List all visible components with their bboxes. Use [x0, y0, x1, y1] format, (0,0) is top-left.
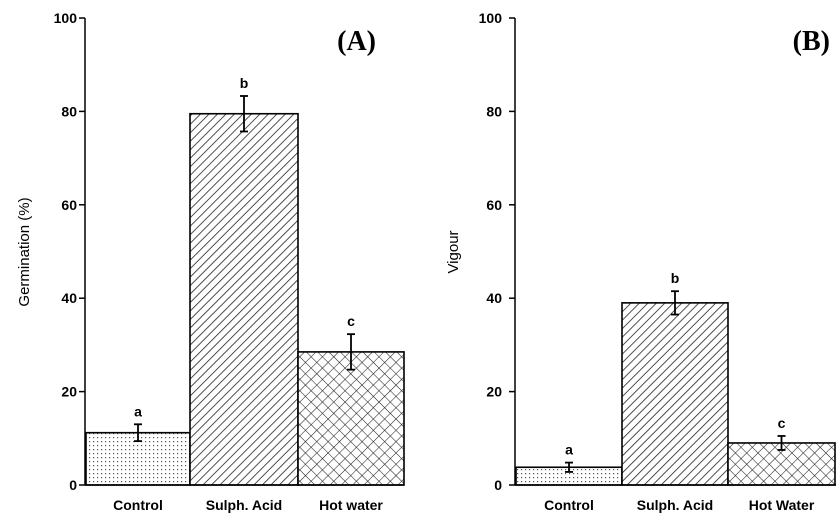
panel-b-y-axis-label: Vigour — [445, 230, 462, 273]
category-label: Sulph. Acid — [637, 497, 713, 513]
panel-a-label: (A) — [337, 26, 376, 57]
error-bar — [134, 423, 142, 443]
panel-a-bars — [85, 112, 405, 486]
panel-b-significance-letters: a b c — [565, 270, 786, 457]
panel-a-chart: (A) Germination (%) 0 20 40 60 80 100 a b c Con… — [16, 10, 405, 513]
panel-b-y-ticks: 0 20 40 60 80 100 — [479, 10, 515, 493]
y-tick-label: 20 — [486, 384, 502, 400]
panel-a-error-bars — [134, 95, 355, 443]
significance-letter: c — [778, 415, 786, 431]
error-bar — [777, 435, 786, 451]
y-tick-label: 60 — [486, 197, 502, 213]
y-tick-label: 40 — [61, 290, 77, 306]
significance-letter: b — [240, 75, 249, 91]
error-bar — [671, 290, 679, 316]
significance-letter: b — [671, 270, 680, 286]
panel-a-y-axis-label: Germination (%) — [16, 197, 33, 306]
significance-letter: a — [565, 442, 573, 458]
error-bar — [565, 461, 573, 473]
panel-a-significance-letters: a b c — [134, 75, 355, 419]
panel-b-category-labels: Control Sulph. Acid Hot Water — [544, 497, 815, 513]
panel-b-bars — [515, 302, 836, 486]
bar-sulph-acid — [621, 302, 729, 486]
bar-hot-water — [297, 351, 405, 486]
y-tick-label: 60 — [61, 197, 77, 213]
y-tick-label: 20 — [61, 384, 77, 400]
category-label: Control — [544, 497, 594, 513]
y-tick-label: 0 — [494, 477, 502, 493]
category-label: Hot Water — [749, 497, 815, 513]
panel-a-y-ticks: 0 20 40 60 80 100 — [54, 10, 85, 493]
y-tick-label: 100 — [54, 10, 78, 26]
y-tick-label: 100 — [479, 10, 503, 26]
error-bar — [347, 333, 355, 371]
category-label: Control — [113, 497, 163, 513]
significance-letter: c — [347, 313, 355, 329]
category-label: Hot water — [319, 497, 383, 513]
panel-b-label: (B) — [793, 26, 830, 57]
y-tick-label: 80 — [61, 103, 77, 119]
y-tick-label: 40 — [486, 290, 502, 306]
category-label: Sulph. Acid — [206, 497, 282, 513]
panel-b-chart: (B) Vigour 0 20 40 60 80 100 a b c Control Sulph… — [445, 10, 836, 513]
panel-a-category-labels: Control Sulph. Acid Hot water — [113, 497, 383, 513]
bar-sulph-acid — [189, 112, 299, 486]
error-bar — [240, 95, 248, 133]
panel-b-error-bars — [565, 290, 786, 473]
y-tick-label: 80 — [486, 103, 502, 119]
significance-letter: a — [134, 403, 142, 419]
y-tick-label: 0 — [69, 477, 77, 493]
